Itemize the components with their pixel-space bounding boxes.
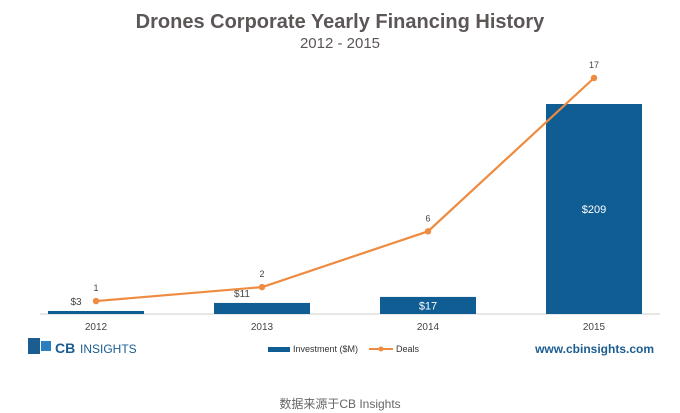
deal-point-2015	[590, 74, 598, 82]
legend-label-investment: Investment ($M)	[293, 344, 358, 354]
bars-group: $3 $11 $17 $209	[48, 104, 642, 314]
bar-2014	[380, 296, 476, 314]
logo-word: INSIGHTS	[80, 342, 137, 356]
bar-2012	[48, 310, 144, 314]
logo-block-icon	[28, 338, 40, 354]
logo-block-icon-2	[41, 341, 51, 351]
chart-svg: Drones Corporate Yearly Financing Histor…	[28, 11, 660, 356]
source-caption: 数据来源于CB Insights	[279, 397, 401, 411]
deal-point-2013	[258, 283, 266, 291]
cb-insights-logo: CB INSIGHTS	[28, 338, 137, 356]
bar-label-2015: $209	[582, 204, 606, 216]
x-tick-2015: 2015	[583, 322, 606, 333]
deals-line-group: 1 2 6 17	[92, 60, 599, 305]
chart-subtitle: 2012 - 2015	[300, 35, 380, 52]
bar-2015	[546, 104, 642, 314]
legend: Investment ($M) Deals	[268, 344, 420, 354]
deal-point-2012	[92, 297, 100, 305]
chart-card: Drones Corporate Yearly Financing Histor…	[28, 11, 660, 356]
legend-label-deals: Deals	[396, 344, 420, 354]
deal-label-2012: 1	[93, 283, 98, 293]
x-tick-2014: 2014	[417, 322, 440, 333]
bar-2013	[214, 302, 310, 314]
bar-label-2013: $11	[234, 289, 250, 300]
legend-marker-deals	[378, 346, 384, 352]
website-link[interactable]: www.cbinsights.com	[534, 342, 654, 356]
logo-mark: CB	[55, 340, 75, 356]
chart-title: Drones Corporate Yearly Financing Histor…	[136, 11, 546, 33]
x-ticks-group: 2012 2013 2014 2015	[85, 322, 606, 333]
x-tick-2013: 2013	[251, 322, 274, 333]
deal-point-2014	[424, 228, 432, 235]
deal-label-2014: 6	[425, 213, 430, 223]
legend-swatch-investment	[268, 347, 290, 352]
bar-label-2012: $3	[70, 297, 82, 308]
deal-label-2013: 2	[259, 269, 264, 279]
x-tick-2012: 2012	[85, 322, 108, 333]
deal-label-2015: 17	[589, 60, 599, 70]
bar-label-2014: $17	[419, 300, 437, 312]
deals-line	[95, 77, 595, 303]
